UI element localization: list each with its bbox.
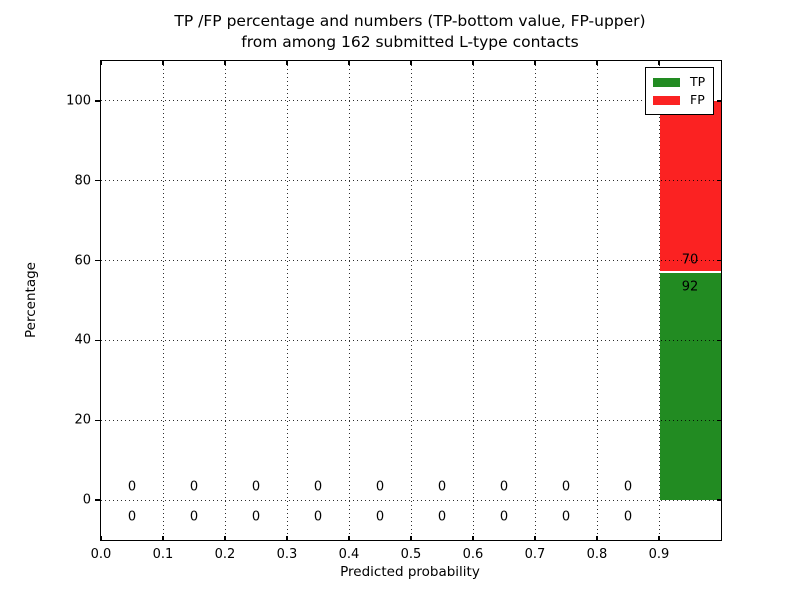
y-tick-mark (95, 339, 101, 342)
y-tick-label: 80 (74, 173, 91, 189)
y-tick-label: 0 (82, 492, 91, 508)
x-tick-mark (472, 61, 474, 65)
x-tick-label: 0.9 (648, 547, 670, 562)
y-tick-mark (717, 339, 721, 342)
fp-count-label: 0 (375, 479, 385, 495)
x-axis-label: Predicted probability (340, 564, 480, 580)
y-tick-mark (717, 499, 721, 501)
x-tick-label: 0.0 (90, 547, 112, 562)
tp-count-label: 0 (189, 509, 199, 525)
y-tick-mark (95, 419, 101, 421)
fp-count-label: 0 (437, 479, 447, 495)
x-tick-label: 0.8 (586, 547, 608, 562)
tp-count-label: 92 (681, 279, 699, 295)
plot-area: 0 0 0 0 0 0 0 0 0 0 0 0 0 0 0 0 0 0 70 92 0 20 40 60 80 100 0.0 0.1… (66, 60, 722, 562)
tp-legend-swatch (653, 77, 680, 87)
fp-count-label: 0 (313, 479, 323, 495)
chart-title-line1: TP /FP percentage and numbers (TP-bottom… (174, 12, 646, 30)
x-tick-label: 0.3 (276, 547, 298, 562)
tp-count-label: 0 (313, 509, 323, 525)
x-tick-label: 0.7 (524, 547, 546, 562)
x-gridline (224, 61, 226, 540)
y-tick-mark (95, 259, 101, 262)
fp-count-label: 0 (499, 479, 509, 495)
y-tick-mark (95, 180, 101, 182)
y-tick-label: 100 (66, 93, 91, 109)
x-tick-mark (410, 536, 412, 540)
x-gridline (286, 61, 288, 540)
tp-count-label: 0 (375, 509, 385, 525)
fp-count-label: 0 (623, 479, 633, 495)
tp-count-label: 0 (127, 509, 137, 525)
x-tick-mark (596, 536, 598, 540)
x-tick-mark (658, 536, 660, 540)
x-tick-label: 0.1 (152, 547, 174, 562)
legend: TP FP (645, 67, 714, 115)
x-tick-mark (534, 536, 536, 540)
chart-title: TP /FP percentage and numbers (TP-bottom… (174, 11, 645, 53)
x-tick-mark (162, 536, 164, 540)
fp-legend-swatch (653, 95, 680, 105)
tp-count-label: 0 (251, 509, 261, 525)
fp-bar-segment (659, 100, 721, 274)
chart-title-line2: from among 162 submitted L-type contacts (241, 33, 579, 51)
tp-legend-label: TP (690, 73, 706, 89)
x-gridline (596, 61, 598, 540)
fp-count-label: 70 (681, 252, 699, 268)
x-tick-mark (472, 536, 474, 540)
tp-count-label: 0 (561, 509, 571, 525)
y-tick-label: 60 (74, 253, 91, 269)
x-gridline (534, 61, 536, 540)
y-tick-mark (95, 499, 101, 501)
x-tick-mark (224, 61, 226, 65)
x-tick-mark (286, 536, 288, 540)
y-tick-label: 40 (74, 332, 91, 348)
x-tick-mark (224, 536, 226, 540)
x-tick-label: 0.4 (338, 547, 360, 562)
x-gridline (410, 61, 412, 540)
tp-count-label: 0 (499, 509, 509, 525)
tp-count-label: 0 (437, 509, 447, 525)
legend-row-fp: FP (653, 91, 713, 109)
y-tick-mark (717, 100, 721, 102)
x-tick-mark (534, 61, 536, 65)
x-tick-label: 0.2 (214, 547, 236, 562)
x-tick-mark (658, 61, 660, 65)
fp-legend-label: FP (690, 91, 705, 107)
y-tick-mark (95, 100, 101, 102)
y-axis-label: Percentage (23, 262, 39, 338)
x-gridline (658, 61, 660, 540)
x-tick-label: 0.6 (462, 547, 484, 562)
x-tick-mark (162, 61, 164, 65)
tp-bar-segment (659, 273, 721, 501)
y-tick-label: 20 (74, 412, 91, 428)
legend-row-tp: TP (653, 73, 713, 91)
x-gridline (348, 61, 350, 540)
fp-count-label: 0 (127, 479, 137, 495)
x-tick-mark (596, 61, 598, 65)
fp-count-label: 0 (189, 479, 199, 495)
fp-count-label: 0 (251, 479, 261, 495)
y-tick-mark (717, 180, 721, 182)
x-tick-mark (348, 536, 350, 540)
x-tick-mark (100, 536, 102, 540)
x-tick-label: 0.5 (400, 547, 422, 562)
x-tick-mark (410, 61, 412, 65)
x-gridline (472, 61, 474, 540)
x-tick-mark (100, 61, 102, 65)
x-tick-mark (286, 61, 288, 65)
x-tick-mark (348, 61, 350, 65)
y-tick-mark (717, 419, 721, 421)
x-gridline (162, 61, 164, 540)
fp-count-label: 0 (561, 479, 571, 495)
y-tick-mark (717, 259, 721, 262)
tp-count-label: 0 (623, 509, 633, 525)
